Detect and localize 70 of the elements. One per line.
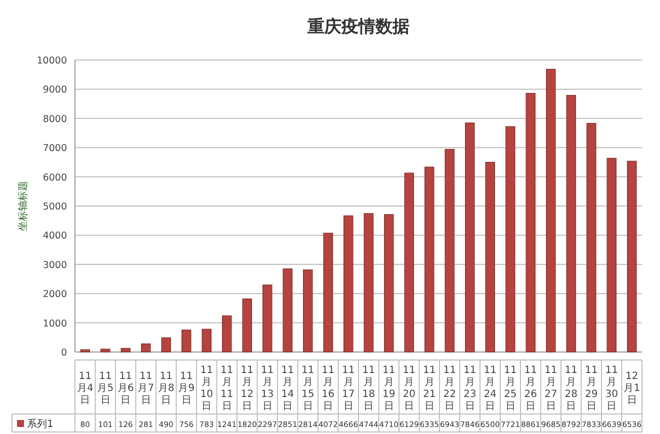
chart-title: 重庆疫情数据 (306, 17, 410, 37)
bar (242, 298, 252, 352)
x-tick-label: 11月20日 (402, 365, 416, 412)
bar (202, 328, 212, 352)
x-tick-label: 11月8日 (158, 371, 174, 406)
bar (120, 348, 130, 352)
y-tick-label: 2000 (42, 289, 67, 300)
x-tick-label: 11月17日 (342, 365, 355, 412)
bar (586, 122, 596, 352)
x-tick-label: 11月26日 (524, 365, 537, 412)
bar (80, 349, 90, 352)
x-tick-label: 11月9日 (178, 371, 195, 406)
x-tick-label: 11月15日 (302, 365, 314, 412)
bar (262, 284, 272, 352)
bar (465, 122, 475, 352)
bar (566, 94, 576, 352)
x-tick-label: 11月18日 (362, 365, 375, 412)
bar (161, 337, 171, 352)
x-tick-label: 11月4日 (76, 371, 94, 406)
bar (424, 166, 434, 352)
y-tick-label: 8000 (42, 114, 67, 125)
x-tick-label: 11月10日 (200, 365, 213, 412)
x-tick-label: 11月19日 (382, 365, 396, 412)
bar (546, 68, 556, 352)
y-tick-label: 5000 (42, 202, 67, 212)
x-tick-label: 11月16日 (322, 365, 334, 412)
bar (506, 126, 516, 352)
x-tick-label: 11月30日 (605, 365, 618, 412)
x-tick-label: 11月27日 (544, 365, 558, 412)
x-tick-label: 11月21日 (423, 365, 436, 412)
x-tick-label: 11月28日 (564, 365, 578, 412)
bar (323, 232, 333, 352)
x-tick-label: 11月25日 (504, 365, 517, 412)
bar (100, 348, 110, 352)
x-tick-label: 11月13日 (261, 365, 274, 412)
y-tick-label: 6000 (42, 172, 67, 184)
bar (627, 160, 637, 352)
bar (141, 343, 151, 352)
y-tick-label: 1000 (42, 318, 67, 330)
x-tick-label: 11月5日 (97, 371, 114, 406)
x-tick-label: 11月14日 (281, 365, 294, 412)
y-tick-label: 3000 (42, 260, 67, 271)
x-tick-label: 11月7日 (138, 371, 154, 406)
legend-label: 系列1 (27, 418, 54, 430)
bar (384, 214, 394, 352)
bar (526, 92, 536, 352)
bar (282, 268, 292, 352)
bar (606, 158, 616, 352)
y-tick-label: 9000 (42, 84, 67, 96)
x-tick-label: 11月6日 (117, 371, 134, 406)
y-tick-label: 4000 (42, 230, 67, 242)
x-tick-label: 11月11日 (220, 365, 234, 412)
bar (344, 215, 354, 352)
bar (182, 330, 192, 352)
x-tick-label: 11月24日 (484, 365, 496, 412)
bar (485, 162, 495, 352)
bar (222, 315, 232, 352)
x-tick-label: 11月29日 (585, 365, 598, 412)
bar (303, 270, 313, 352)
x-tick-label: 11月12日 (240, 365, 254, 412)
x-tick-label: 11月23日 (464, 365, 476, 412)
bar (444, 148, 454, 352)
x-tick-label: 11月22日 (443, 365, 456, 412)
y-tick-label: 0 (60, 348, 67, 358)
bar (364, 213, 374, 352)
bar (404, 172, 414, 352)
y-axis-title: 坐标轴标题 (17, 181, 29, 231)
y-tick-label: 10000 (36, 56, 67, 66)
y-tick-label: 7000 (42, 143, 67, 154)
x-tick-label: 12月1日 (624, 371, 640, 406)
